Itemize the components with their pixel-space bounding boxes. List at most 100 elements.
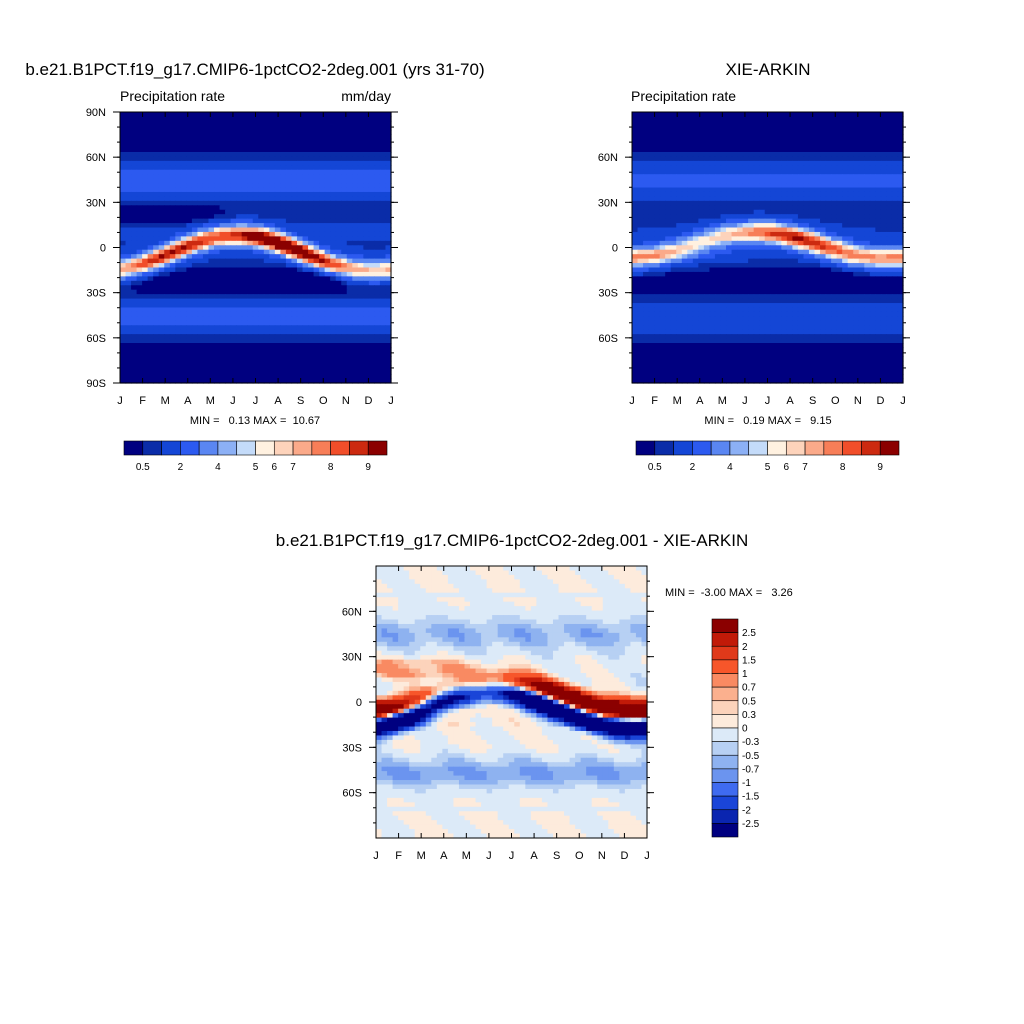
model-cell	[379, 134, 387, 140]
obs-cell	[792, 174, 799, 180]
model-cell	[153, 134, 160, 140]
obs-cell	[759, 196, 766, 202]
model-cell	[330, 147, 337, 153]
model-cell	[169, 151, 176, 158]
model-cell	[186, 347, 193, 353]
obs-cell	[665, 112, 672, 118]
model-cell	[296, 338, 304, 344]
obs-cell	[775, 218, 782, 224]
obs-cell	[864, 258, 871, 264]
obs-cell	[643, 160, 650, 166]
obs-cell	[842, 134, 849, 140]
model-cell	[197, 227, 204, 233]
model-cell	[302, 200, 309, 206]
model-cell	[274, 143, 281, 149]
obs-cell	[737, 116, 744, 122]
model-cell	[142, 227, 149, 233]
model-cell	[302, 347, 309, 353]
obs-cell	[648, 276, 655, 282]
obs-cell	[792, 209, 799, 215]
model-cell	[341, 271, 348, 277]
model-cell	[280, 276, 287, 282]
model-cell	[296, 303, 304, 309]
model-cell	[302, 209, 309, 215]
model-cell	[169, 231, 176, 237]
obs-cell	[731, 129, 738, 135]
obs-cell	[670, 271, 677, 277]
obs-cell	[687, 280, 694, 286]
model-cell	[341, 307, 348, 313]
obs-cell	[831, 138, 838, 144]
model-cell	[308, 134, 315, 140]
obs-cell	[654, 174, 661, 180]
model-cell	[230, 138, 237, 144]
model-cell	[191, 338, 199, 344]
model-cell	[125, 223, 132, 229]
obs-cell	[797, 218, 805, 224]
obs-cell	[676, 249, 683, 255]
obs-cell	[670, 200, 677, 206]
model-cell	[158, 280, 165, 286]
model-cell	[147, 236, 154, 242]
model-cell	[225, 254, 232, 260]
model-cell	[296, 236, 304, 242]
model-cell	[241, 112, 248, 118]
model-cell	[291, 191, 298, 198]
model-cell	[280, 311, 287, 317]
model-cell	[335, 329, 342, 335]
model-cell	[379, 227, 387, 233]
model-cell	[346, 303, 353, 309]
model-cell	[131, 196, 138, 202]
model-cell	[285, 360, 293, 366]
obs-cell	[886, 156, 893, 162]
model-cell	[219, 316, 226, 322]
obs-cell	[864, 218, 871, 224]
model-cell	[225, 378, 232, 384]
model-cell	[142, 320, 149, 326]
model-cell	[186, 200, 193, 206]
model-cell	[142, 280, 149, 286]
model-cell	[136, 200, 143, 206]
model-cell	[169, 147, 176, 153]
obs-cell	[703, 218, 711, 224]
obs-cell	[753, 183, 760, 189]
model-cell	[291, 307, 298, 313]
obs-cell	[792, 178, 799, 184]
obs-cell	[858, 129, 865, 135]
model-cell	[247, 165, 254, 171]
model-cell	[341, 231, 348, 237]
model-cell	[274, 178, 281, 184]
obs-cell	[886, 227, 893, 233]
obs-cell	[692, 160, 699, 166]
obs-cell	[853, 191, 860, 198]
obs-cell	[803, 258, 810, 264]
model-cell	[269, 347, 276, 353]
obs-cell	[897, 263, 904, 269]
model-cell	[385, 134, 392, 140]
model-cell	[153, 223, 160, 229]
model-cell	[319, 267, 326, 273]
obs-cell	[764, 263, 771, 269]
model-cell	[120, 205, 127, 211]
model-cell	[208, 320, 215, 326]
model-cell	[175, 325, 182, 331]
model-cell	[341, 245, 348, 251]
model-cell	[363, 325, 370, 331]
obs-cell	[709, 196, 716, 202]
obs-cell	[731, 245, 738, 251]
model-cell	[302, 129, 309, 135]
model-cell	[180, 134, 187, 140]
obs-cell	[726, 223, 733, 229]
obs-cell	[764, 169, 771, 175]
model-cell	[258, 231, 265, 237]
model-cell	[120, 320, 127, 326]
obs-cell	[858, 116, 865, 122]
model-cell	[302, 116, 309, 122]
obs-cell	[676, 183, 683, 189]
obs-cell	[836, 187, 843, 193]
model-cell	[302, 267, 309, 273]
model-cell	[241, 280, 248, 286]
model-cell	[186, 178, 193, 184]
obs-cell	[720, 125, 727, 131]
model-cell	[313, 271, 320, 277]
